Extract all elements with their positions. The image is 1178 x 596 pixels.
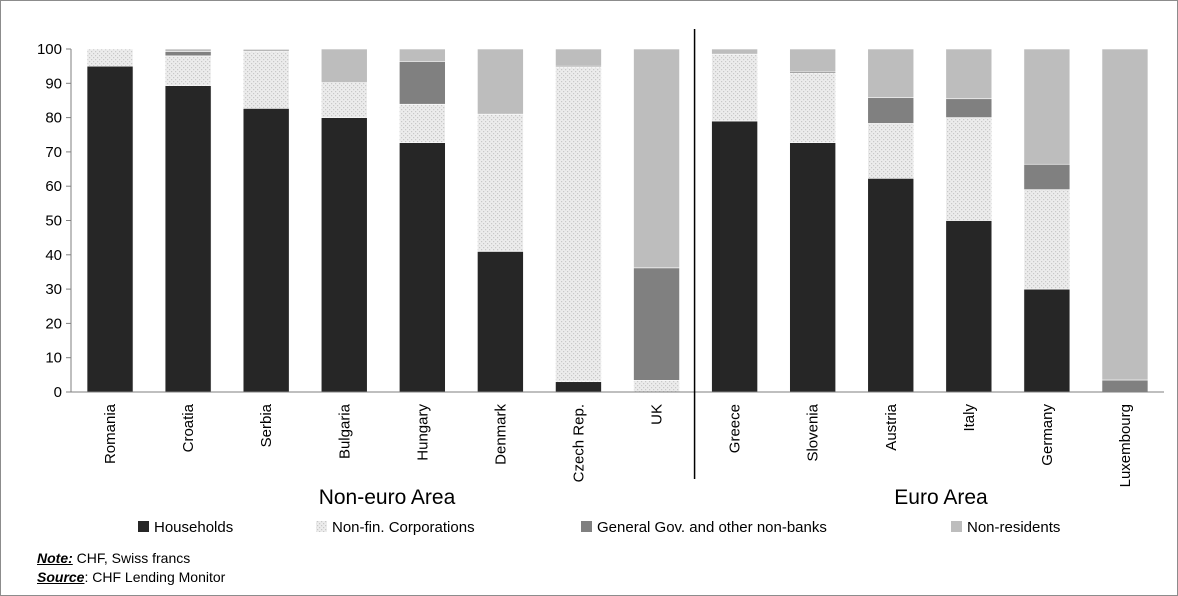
note-label: Note: <box>37 550 73 566</box>
bar-segment-denmark-series-3 <box>477 48 524 115</box>
bar-segment-hungary-series-2 <box>399 61 446 105</box>
category-label: Luxembourg <box>1117 404 1134 487</box>
legend-swatch <box>581 521 592 532</box>
bar-segment-germany-series-1 <box>1023 189 1071 290</box>
bar-segment-luxembourg-series-3 <box>1101 48 1149 381</box>
legend-label: Households <box>154 519 233 536</box>
bar-segment-austria-series-2 <box>867 97 915 124</box>
group-label: Non-euro Area <box>319 486 456 509</box>
bar-segment-italy-series-2 <box>945 98 993 118</box>
bar-segment-slovenia-series-3 <box>789 48 836 72</box>
bar-segment-bulgaria-series-1 <box>320 82 368 118</box>
axes-layer <box>66 29 1164 479</box>
bar-segment-bulgaria-series-0 <box>320 117 368 393</box>
bar-segment-germany-series-2 <box>1023 163 1071 190</box>
y-tick-label: 60 <box>45 178 62 195</box>
y-tick-label: 70 <box>45 144 62 161</box>
legend: Households Non-fin. Corporations General G… <box>138 519 1060 536</box>
bar-segment-hungary-series-1 <box>399 103 446 143</box>
bar-segment-bulgaria-series-3 <box>320 48 368 83</box>
y-tick-label: 100 <box>37 41 62 58</box>
category-label: Denmark <box>492 404 509 465</box>
y-tick-label: 20 <box>45 315 62 332</box>
note-line: Note: CHF, Swiss francs <box>37 549 225 568</box>
category-label: Austria <box>883 403 900 450</box>
bar-segment-austria-series-3 <box>867 48 915 99</box>
bar-segment-hungary-series-3 <box>399 48 446 62</box>
legend-label: Non-residents <box>967 519 1060 536</box>
y-tick-label: 0 <box>54 384 62 401</box>
bar-segment-croatia-series-1 <box>164 55 212 87</box>
bar-segment-austria-series-1 <box>867 123 915 179</box>
category-label: Bulgaria <box>336 403 353 459</box>
labels-layer: Romania Croatia Serbia Bulgaria Hungary Denma… <box>37 41 1134 509</box>
bars-layer <box>86 48 1149 393</box>
bar-segment-italy-series-0 <box>945 220 993 393</box>
bar-segment-germany-series-3 <box>1023 48 1071 165</box>
bar-segment-serbia-series-3 <box>242 48 290 51</box>
category-label: UK <box>649 404 666 425</box>
bar-segment-greece-series-1 <box>711 53 758 122</box>
y-tick-label: 80 <box>45 110 62 127</box>
bar-segment-austria-series-0 <box>867 178 915 393</box>
bar-segment-uk-series-1 <box>633 380 680 393</box>
category-label: Hungary <box>414 404 431 461</box>
category-label: Romania <box>102 403 119 464</box>
source-line: Source: CHF Lending Monitor <box>37 568 225 587</box>
bar-segment-italy-series-3 <box>945 48 993 100</box>
category-label: Greece <box>727 404 744 453</box>
bar-segment-slovenia-series-0 <box>789 142 836 393</box>
legend-swatch <box>316 521 327 532</box>
bar-segment-czech-rep--series-3 <box>555 48 602 67</box>
bar-segment-uk-series-2 <box>633 267 680 381</box>
legend-swatch <box>951 521 962 532</box>
bar-segment-italy-series-1 <box>945 117 993 221</box>
category-label: Serbia <box>258 403 275 447</box>
legend-label: General Gov. and other non-banks <box>597 519 827 536</box>
category-label: Croatia <box>180 403 197 452</box>
group-label: Euro Area <box>894 486 988 509</box>
source-label: Source <box>37 569 85 585</box>
category-label: Czech Rep. <box>570 404 587 482</box>
y-tick-label: 50 <box>45 213 62 230</box>
bar-segment-greece-series-0 <box>711 120 758 393</box>
source-text: : CHF Lending Monitor <box>84 569 226 585</box>
bar-segment-uk-series-3 <box>633 48 680 269</box>
bar-segment-serbia-series-0 <box>242 108 290 393</box>
y-tick-label: 10 <box>45 350 62 367</box>
bar-segment-hungary-series-0 <box>399 142 446 393</box>
category-label: Slovenia <box>805 403 822 461</box>
bar-segment-croatia-series-0 <box>164 85 212 393</box>
bar-segment-czech-rep--series-1 <box>555 66 602 383</box>
bar-segment-czech-rep--series-0 <box>555 381 602 393</box>
footnotes: Note: CHF, Swiss francs Source: CHF Lend… <box>37 549 225 587</box>
bar-segment-croatia-series-3 <box>164 48 212 52</box>
bar-segment-romania-series-0 <box>86 65 134 393</box>
category-label: Germany <box>1039 404 1056 466</box>
y-tick-label: 90 <box>45 75 62 92</box>
note-text: CHF, Swiss francs <box>72 550 191 566</box>
bar-segment-slovenia-series-1 <box>789 72 836 143</box>
bar-segment-denmark-series-1 <box>477 113 524 252</box>
y-tick-label: 30 <box>45 281 62 298</box>
y-tick-label: 40 <box>45 247 62 264</box>
bar-segment-serbia-series-1 <box>242 51 290 109</box>
legend-swatch <box>138 521 149 532</box>
bar-segment-romania-series-1 <box>86 48 134 67</box>
bar-segment-croatia-series-2 <box>164 51 212 57</box>
bar-segment-greece-series-3 <box>711 48 758 55</box>
bar-segment-luxembourg-series-2 <box>1101 379 1149 393</box>
category-label: Italy <box>961 404 978 432</box>
bar-segment-germany-series-0 <box>1023 288 1071 393</box>
legend-label: Non-fin. Corporations <box>332 519 475 536</box>
bar-segment-denmark-series-0 <box>477 251 524 393</box>
